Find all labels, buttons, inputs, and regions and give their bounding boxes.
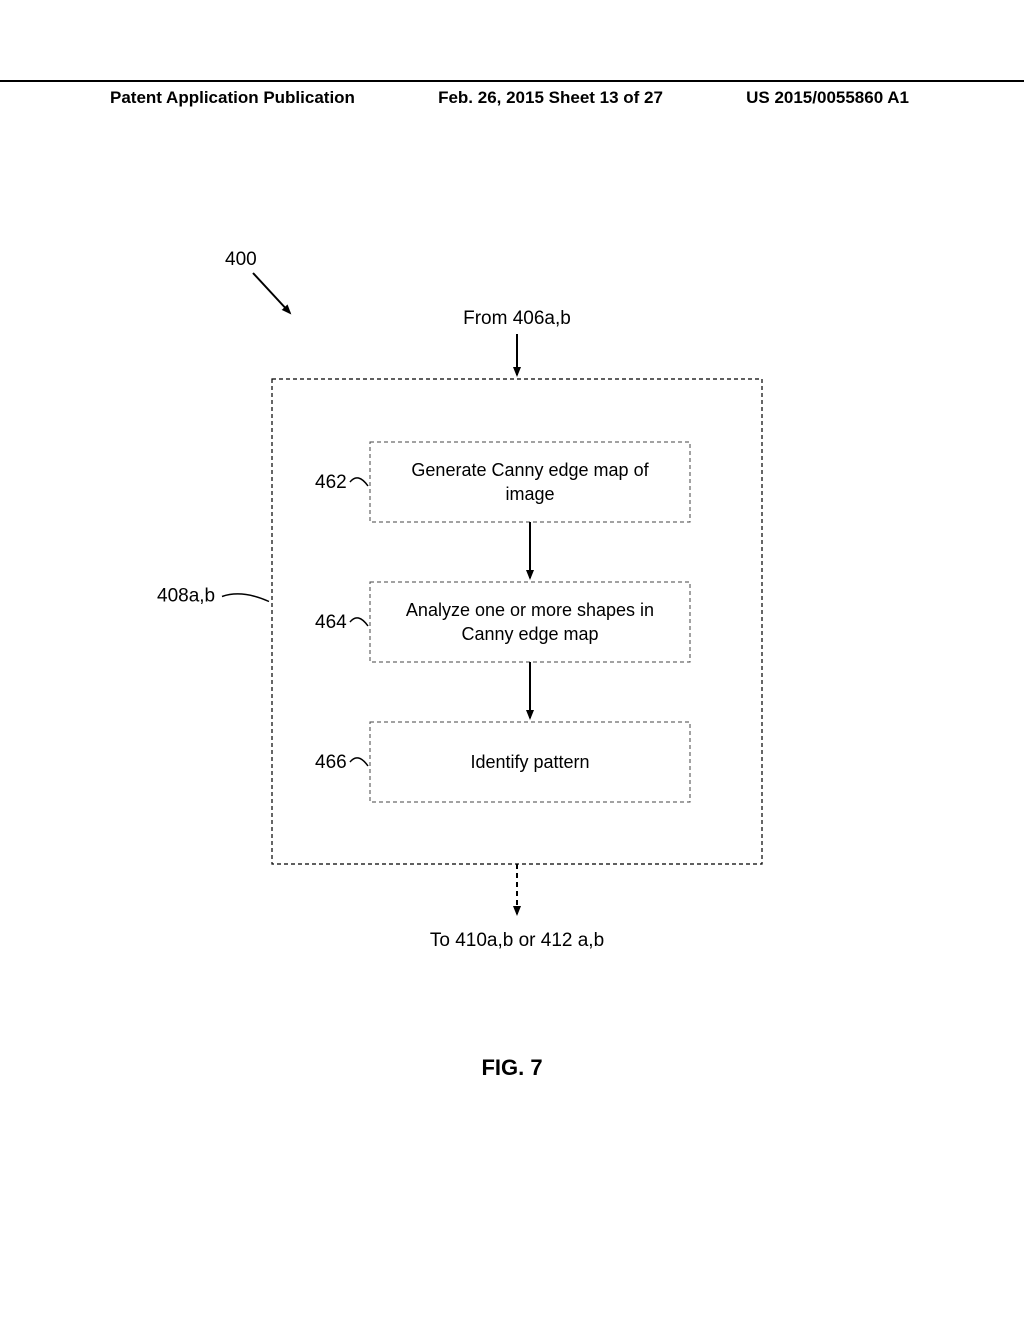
step-text1-462: Generate Canny edge map of xyxy=(411,460,649,480)
step-box-464 xyxy=(370,582,690,662)
step-text1-464: Analyze one or more shapes in xyxy=(406,600,654,620)
flowchart-diagram: 400 From 406a,b 408a,b Generate Canny edge … xyxy=(0,0,1024,1050)
connector-container xyxy=(222,594,269,602)
ref-462: 462 xyxy=(315,472,347,493)
pointer-arrow-400 xyxy=(253,273,290,313)
connector-464 xyxy=(350,618,368,626)
ref-464: 464 xyxy=(315,612,347,633)
step-text2-464: Canny edge map xyxy=(461,624,598,644)
ref-container: 408a,b xyxy=(157,586,215,607)
header-right: US 2015/0055860 A1 xyxy=(746,88,909,108)
page-header: Patent Application Publication Feb. 26, … xyxy=(0,80,1024,108)
step-box-462 xyxy=(370,442,690,522)
ref-400: 400 xyxy=(225,249,257,270)
top-label: From 406a,b xyxy=(463,308,571,329)
figure-caption: FIG. 7 xyxy=(0,1055,1024,1081)
step-text1-466: Identify pattern xyxy=(470,752,589,772)
connector-466 xyxy=(350,758,368,766)
header-center: Feb. 26, 2015 Sheet 13 of 27 xyxy=(438,88,663,108)
ref-466: 466 xyxy=(315,752,347,773)
bottom-label: To 410a,b or 412 a,b xyxy=(430,930,604,951)
header-left: Patent Application Publication xyxy=(110,88,355,108)
step-text2-462: image xyxy=(505,484,554,504)
connector-462 xyxy=(350,478,368,486)
